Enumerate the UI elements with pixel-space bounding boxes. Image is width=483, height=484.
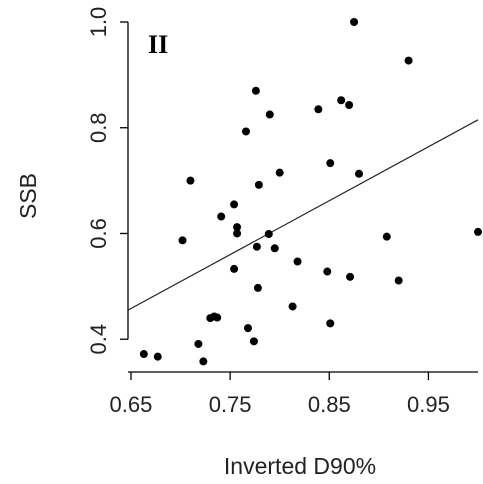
y-axis-title: SSB <box>15 173 41 219</box>
data-point <box>337 96 346 105</box>
data-point <box>253 283 262 292</box>
axes: 0.4 0.6 0.8 1.0 0.65 0.75 0.85 0.95 <box>86 7 478 417</box>
x-axis-ticks: 0.65 0.75 0.85 0.95 <box>110 372 450 417</box>
y-tick-label: 1.0 <box>86 7 111 38</box>
data-point <box>139 350 148 359</box>
data-point <box>270 244 279 253</box>
data-points <box>139 18 482 366</box>
regression-line-group <box>127 119 479 311</box>
data-point <box>265 110 274 119</box>
regression-line <box>127 119 479 311</box>
x-tick-label: 0.75 <box>209 392 252 417</box>
y-tick-label: 0.4 <box>86 324 111 355</box>
x-tick-label: 0.65 <box>110 392 153 417</box>
data-point <box>178 236 187 245</box>
data-point <box>254 180 263 189</box>
data-point <box>243 324 252 333</box>
data-point <box>186 176 195 185</box>
data-point <box>355 169 364 178</box>
x-tick-label: 0.95 <box>407 392 450 417</box>
data-point <box>314 105 323 114</box>
data-point <box>230 264 239 273</box>
data-point <box>346 272 355 281</box>
data-point <box>230 200 239 209</box>
y-tick-label: 0.6 <box>86 218 111 249</box>
y-axis-ticks: 0.4 0.6 0.8 1.0 <box>86 7 128 355</box>
y-tick-label: 0.8 <box>86 112 111 143</box>
data-point <box>153 352 162 361</box>
data-point <box>394 276 403 285</box>
data-point <box>404 56 413 65</box>
data-point <box>288 302 297 311</box>
data-point <box>251 86 260 95</box>
data-point <box>194 339 203 348</box>
data-point <box>345 101 354 110</box>
data-point <box>217 212 226 221</box>
data-point <box>233 223 242 232</box>
data-point <box>326 159 335 168</box>
data-point <box>350 18 359 26</box>
data-point <box>326 319 335 328</box>
data-point <box>213 313 222 322</box>
data-point <box>249 337 258 346</box>
data-point <box>199 357 208 366</box>
data-point <box>323 267 332 276</box>
data-point <box>293 257 302 266</box>
panel-label: II <box>148 30 168 59</box>
x-tick-label: 0.85 <box>308 392 351 417</box>
data-point <box>382 232 391 241</box>
x-axis-title: Inverted D90% <box>224 453 376 479</box>
data-point <box>264 230 273 239</box>
data-point <box>474 227 482 236</box>
data-point <box>252 242 261 251</box>
data-point <box>233 229 242 238</box>
data-point <box>275 168 284 177</box>
data-point <box>241 127 250 136</box>
